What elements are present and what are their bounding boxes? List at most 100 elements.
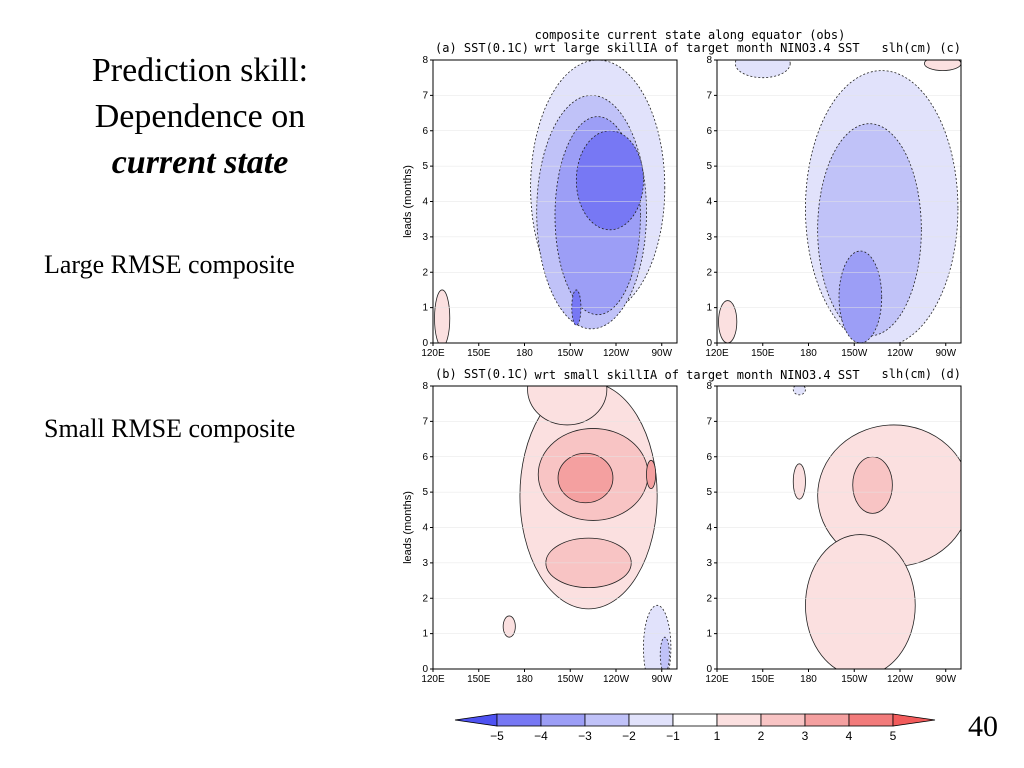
colorbar-segment: [716, 713, 762, 727]
x-tick-label: 150W: [841, 674, 868, 685]
title-line-2: Dependence on: [94, 98, 306, 135]
x-tick-label: 120E: [421, 348, 445, 359]
x-tick-label: 120E: [705, 348, 729, 359]
x-tick-label: 180: [800, 348, 817, 359]
colorbar-segment: [760, 713, 806, 727]
colorbar-tick-label: −2: [622, 729, 636, 743]
colorbar-tick-label: −5: [490, 729, 504, 743]
colorbar-tick-label: 4: [846, 729, 853, 743]
positive-contour: [852, 456, 893, 514]
x-tick-label: 90W: [651, 674, 672, 685]
title-line-1: Prediction skill:: [91, 52, 309, 89]
y-tick-label: 8: [706, 381, 712, 392]
y-tick-label: 0: [422, 664, 428, 675]
colorbar-segment: [584, 713, 630, 727]
negative-contour: [838, 250, 883, 343]
positive-contour: [718, 300, 738, 343]
small-rmse-label: Small RMSE composite: [44, 414, 296, 443]
y-tick-label: 7: [422, 416, 428, 427]
colorbar: −5 −4 −3 −2 −1 1 2 3 4 5: [454, 713, 936, 743]
x-tick-label: 180: [516, 674, 533, 685]
y-tick-label: 1: [422, 629, 428, 640]
negative-contour: [575, 130, 644, 231]
colorbar-arrow-left: [454, 713, 498, 727]
colorbar-segment: [540, 713, 586, 727]
y-tick-label: 7: [706, 416, 712, 427]
colorbar-segment: [496, 713, 542, 727]
negative-contour: [792, 386, 806, 396]
x-tick-label: 150E: [467, 348, 491, 359]
y-tick-label: 4: [422, 197, 428, 208]
panel-2: 0 1 2 3 4 5 6 7 8 120E 150E 180 150W 120W 90W (b) SST(0…: [402, 367, 678, 685]
y-tick-label: 2: [706, 267, 712, 278]
x-tick-label: 120E: [705, 674, 729, 685]
figure-header: composite current state along equator (o…: [535, 28, 846, 42]
positive-contour: [434, 289, 451, 343]
colorbar-tick-label: 3: [802, 729, 809, 743]
x-tick-label: 90W: [935, 674, 956, 685]
colorbar-segment: [628, 713, 674, 727]
panel-label: slh(cm) (c): [882, 41, 961, 55]
positive-contour: [502, 615, 516, 638]
x-tick-label: 150E: [751, 674, 775, 685]
negative-contour: [659, 636, 670, 669]
colorbar-tick-label: 2: [758, 729, 765, 743]
positive-contour: [646, 459, 657, 489]
colorbar-segment: [804, 713, 850, 727]
colorbar-tick-label: −1: [666, 729, 680, 743]
x-tick-label: 150W: [557, 674, 584, 685]
positive-contour: [805, 534, 916, 669]
y-tick-label: 4: [706, 197, 712, 208]
x-tick-label: 120W: [603, 348, 630, 359]
y-tick-label: 8: [706, 55, 712, 66]
y-tick-label: 6: [706, 452, 712, 463]
colorbar-tick-label: 1: [714, 729, 721, 743]
y-axis-label: leads (months): [402, 491, 414, 564]
y-tick-label: 4: [422, 523, 428, 534]
x-tick-label: 90W: [935, 348, 956, 359]
y-tick-label: 3: [422, 232, 428, 243]
y-tick-label: 3: [706, 558, 712, 569]
large-rmse-label: Large RMSE composite: [44, 250, 295, 279]
y-tick-label: 5: [706, 161, 712, 172]
y-tick-label: 2: [422, 267, 428, 278]
panel-3: 0 1 2 3 4 5 6 7 8 120E 150E 180 150W 120W 90W slh(cm) (…: [705, 367, 962, 685]
x-tick-label: 150W: [841, 348, 868, 359]
x-tick-label: 120W: [887, 674, 914, 685]
y-tick-label: 2: [706, 593, 712, 604]
positive-contour: [557, 452, 614, 504]
x-tick-label: 150E: [467, 674, 491, 685]
panel-label: (a) SST(0.1C): [435, 41, 529, 55]
panel-1: 0 1 2 3 4 5 6 7 8 120E 150E 180 150W 120W 90W slh(cm) (…: [705, 41, 962, 359]
positive-contour: [924, 60, 961, 72]
positive-contour: [527, 386, 608, 426]
y-tick-label: 1: [706, 629, 712, 640]
y-tick-label: 3: [706, 232, 712, 243]
contour-fills: [718, 60, 961, 343]
x-tick-label: 150E: [751, 348, 775, 359]
y-axis-label: leads (months): [402, 165, 414, 238]
page-number: 40: [968, 710, 998, 743]
y-tick-label: 7: [706, 90, 712, 101]
colorbar-tick-label: 5: [890, 729, 897, 743]
y-tick-label: 6: [422, 452, 428, 463]
panel-label: (b) SST(0.1C): [435, 367, 529, 381]
colorbar-arrow-right: [892, 713, 936, 727]
negative-contour: [734, 60, 791, 79]
y-tick-label: 0: [422, 338, 428, 349]
colorbar-segment: [848, 713, 894, 727]
y-tick-label: 8: [422, 381, 428, 392]
y-tick-label: 2: [422, 593, 428, 604]
y-tick-label: 0: [706, 664, 712, 675]
y-tick-label: 3: [422, 558, 428, 569]
panel-label: slh(cm) (d): [882, 367, 961, 381]
colorbar-segment: [672, 713, 718, 727]
y-tick-label: 1: [706, 303, 712, 314]
colorbar-tick-label: −3: [578, 729, 592, 743]
y-tick-label: 6: [422, 126, 428, 137]
top-row-caption: wrt large skillIA of target month NINO3.…: [534, 41, 859, 55]
title-emphasis: current state: [111, 144, 289, 181]
panel-0: 0 1 2 3 4 5 6 7 8 120E 150E 180 150W 120W 90W (a) SST(0…: [402, 41, 678, 359]
